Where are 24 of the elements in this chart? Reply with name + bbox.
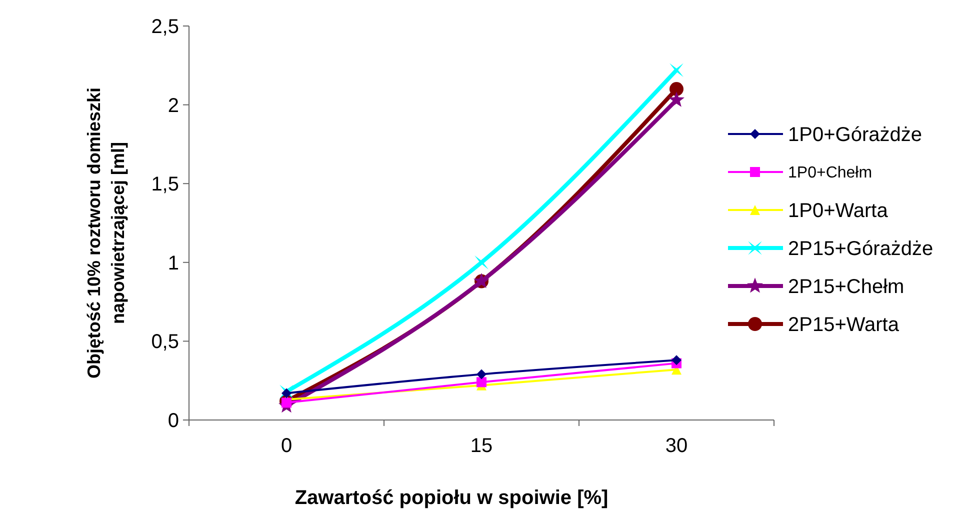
point (670, 63, 684, 78)
point (474, 255, 488, 270)
legend-label: 1P0+Chełm (788, 164, 872, 182)
y-tick-label: 2,5 (151, 16, 179, 38)
y-axis-title: Objętość 10% roztworu domieszki napowietrzającej [ml] (84, 87, 128, 379)
legend-label: 2P15+Górażdże (788, 238, 934, 260)
point (282, 398, 292, 408)
y-tick-label: 1 (168, 252, 179, 274)
y-tick-label: 0 (168, 410, 179, 432)
point (670, 82, 684, 96)
y-tick-label: 1,5 (151, 174, 179, 196)
point (476, 369, 486, 380)
x-tick-label: 30 (665, 435, 688, 457)
legend-label: 1P0+Górażdże (788, 124, 922, 146)
y-tick-label: 0,5 (151, 331, 179, 354)
point (672, 355, 682, 366)
y-tick-label: 2 (168, 94, 179, 117)
point (668, 92, 684, 107)
legend-label: 2P15+Chełm (788, 276, 904, 298)
x-tick-label: 0 (280, 435, 292, 457)
x-axis-title: Zawartość popiołu w spoiwie [%] (294, 487, 608, 509)
x-tick-label: 15 (470, 435, 493, 457)
legend-label: 1P0+Warta (788, 200, 889, 222)
legend-label: 2P15+Warta (788, 314, 900, 336)
